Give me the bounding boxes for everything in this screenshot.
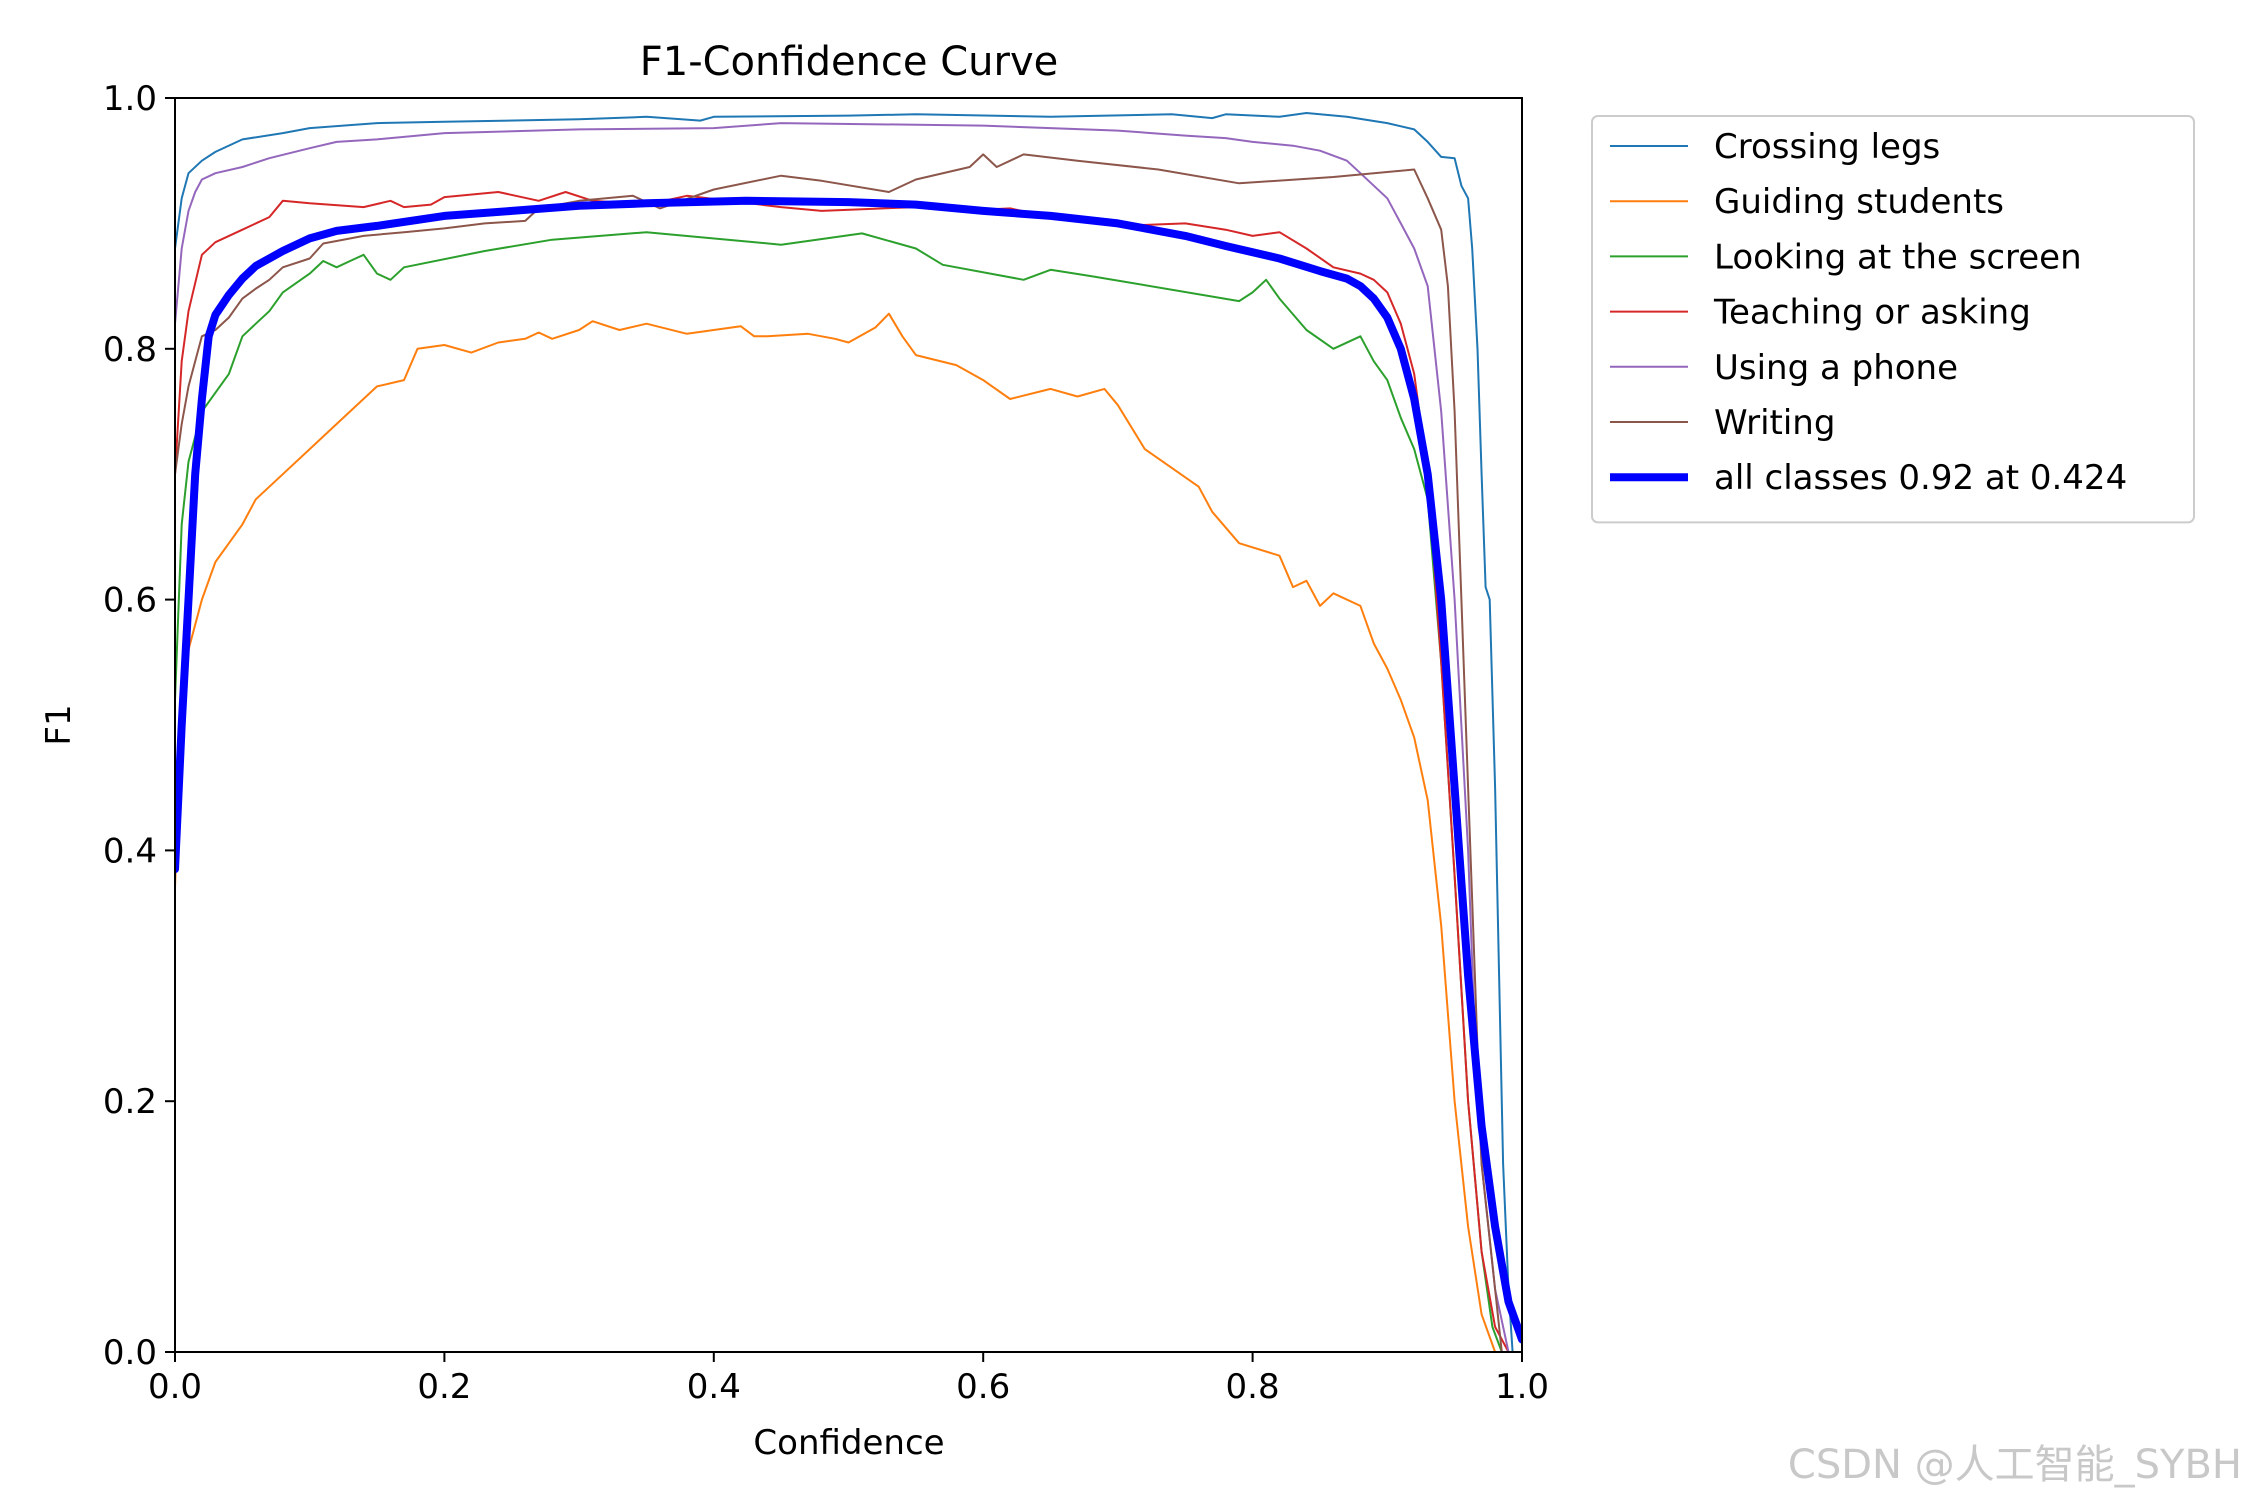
y-axis: 0.0 0.2 0.4 0.6 0.8 1.0 [103, 79, 175, 1373]
y-tick-label: 0.4 [103, 831, 157, 871]
legend-label-3: Teaching or asking [1713, 293, 2031, 333]
series-line-5 [175, 153, 1503, 1353]
y-tick-label: 0.2 [103, 1082, 157, 1122]
legend-box [1591, 115, 2195, 524]
series-line-6 [175, 196, 1522, 1344]
plot-frame [174, 97, 1523, 1353]
x-axis-label: Confidence [753, 1423, 944, 1463]
legend-label-4: Using a phone [1714, 348, 1958, 388]
series-line-2 [175, 231, 1503, 1353]
chart-title: F1-Confidence Curve [640, 39, 1059, 85]
legend-label-5: Writing [1714, 403, 1835, 443]
y-axis-label: F1 [39, 704, 79, 745]
legend-label-2: Looking at the screen [1714, 237, 2082, 277]
series-line-0 [175, 112, 1514, 1353]
x-axis: 0.0 0.2 0.4 0.6 0.8 1.0 [148, 1352, 1549, 1407]
y-tick-label: 0.6 [103, 581, 157, 621]
x-tick-label: 1.0 [1495, 1367, 1549, 1407]
series-line-1 [175, 312, 1497, 1353]
x-tick-label: 0.2 [417, 1367, 471, 1407]
x-tick-label: 0.8 [1226, 1367, 1280, 1407]
y-tick-label: 1.0 [103, 79, 157, 119]
series-layer [175, 112, 1522, 1353]
legend-label-1: Guiding students [1714, 182, 2004, 222]
legend-label-0: Crossing legs [1714, 127, 1940, 167]
series-line-4 [175, 122, 1510, 1353]
x-tick-label: 0.4 [687, 1367, 741, 1407]
x-tick-label: 0.0 [148, 1367, 202, 1407]
y-tick-label: 0.0 [103, 1333, 157, 1373]
x-tick-label: 0.6 [956, 1367, 1010, 1407]
legend-label-6: all classes 0.92 at 0.424 [1714, 458, 2127, 498]
watermark: CSDN @人工智能_SYBH [1787, 1442, 2242, 1488]
y-tick-label: 0.8 [103, 330, 157, 370]
legend: Crossing legs Guiding students Looking at … [1591, 115, 2195, 524]
